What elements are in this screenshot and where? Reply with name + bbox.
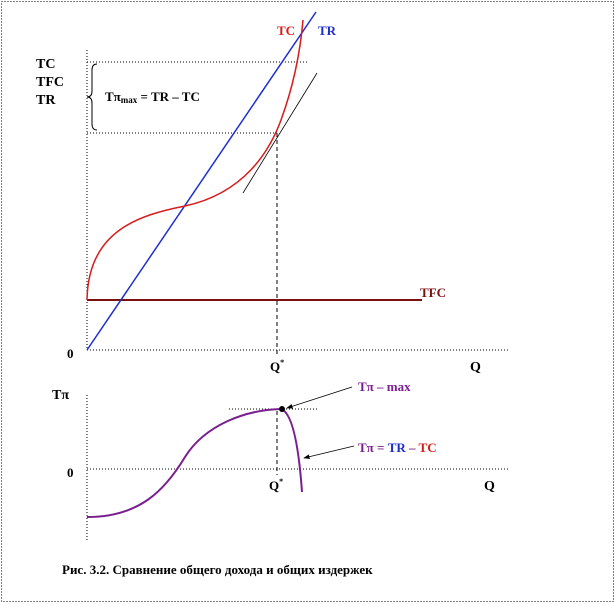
bottom-q-star-label: Q [269, 478, 279, 493]
max-annotation-arrow [286, 386, 353, 409]
profit-bracket-sub: max [121, 95, 138, 105]
formula-minus: – [406, 440, 419, 455]
profit-curve [86, 407, 303, 518]
svg-text:Q*: Q* [270, 358, 284, 374]
max-annotation: Tπ – max [358, 379, 411, 394]
tc-tangent-line [242, 72, 318, 194]
tr-line [86, 11, 317, 351]
profit-bracket-rest: = TR – TC [137, 89, 200, 104]
profit-max-point [279, 406, 285, 412]
profit-bracket-main: Tπ [105, 89, 121, 104]
svg-text:Q*: Q* [269, 477, 283, 493]
tfc-series-label: TFC [420, 285, 446, 300]
top-chart: Tπmax = TR – TC TC TFC TR TC TR TFC 0 Q*… [36, 11, 508, 375]
top-x-axis-label: Q [470, 360, 481, 375]
formula-tr: TR [388, 440, 407, 455]
y-label-tc: TC [36, 57, 55, 72]
bottom-q-star-sup: * [279, 477, 283, 486]
bottom-zero-label: 0 [67, 465, 74, 480]
formula-tc: TC [419, 440, 437, 455]
y-label-tfc: TFC [36, 75, 64, 90]
svg-text:Tπmax = TR – TC: Tπmax = TR – TC [105, 89, 200, 105]
bottom-y-axis-label: Tπ [52, 388, 69, 403]
top-q-star-sup: * [280, 358, 284, 367]
svg-text:Tπ = TR – TC: Tπ = TR – TC [358, 440, 437, 455]
formula-annotation-arrow [303, 445, 355, 460]
formula-prefix: Tπ = [358, 440, 388, 455]
top-q-star-label: Q [270, 359, 280, 374]
bottom-x-axis-label: Q [484, 479, 495, 494]
tc-series-label: TC [277, 23, 295, 38]
figure-caption: Рис. 3.2. Сравнение общего дохода и общи… [62, 562, 373, 577]
bottom-chart: Tπ – max Tπ = TR – TC Tπ 0 Q* Q [52, 379, 508, 540]
profit-bracket [86, 63, 98, 131]
y-label-tr: TR [36, 93, 56, 108]
tc-curve [86, 19, 304, 301]
tr-series-label: TR [318, 23, 337, 38]
top-origin-label: 0 [67, 346, 74, 361]
